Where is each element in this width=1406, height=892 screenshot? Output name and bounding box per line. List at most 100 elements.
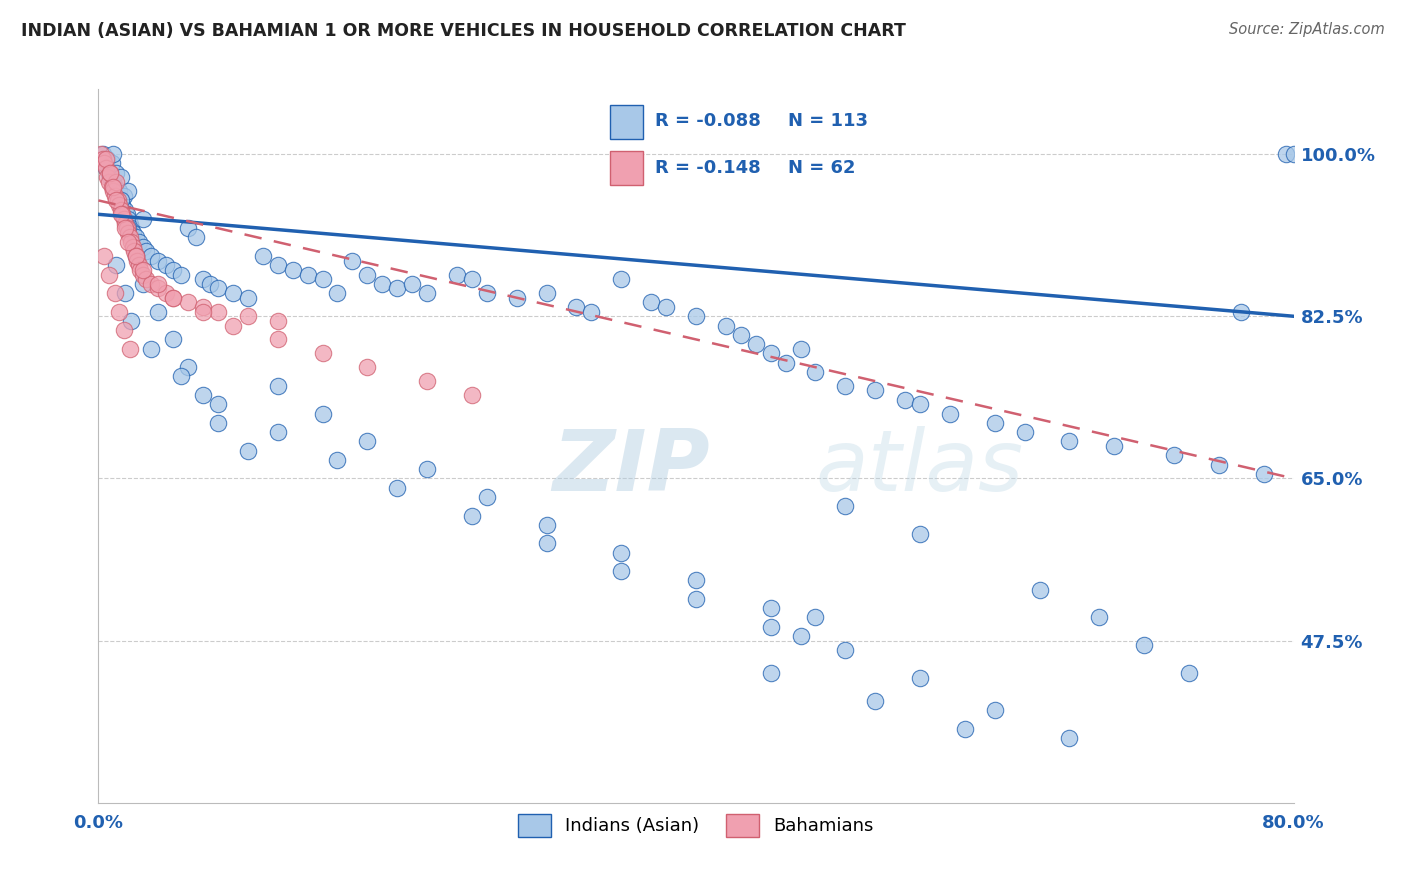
Text: N = 113: N = 113: [787, 112, 868, 130]
Point: [461, 388, 484, 402]
Point: [865, 694, 887, 708]
Point: [117, 226, 139, 240]
Point: [236, 291, 259, 305]
Point: [1104, 439, 1126, 453]
Point: [105, 194, 128, 208]
Point: [191, 388, 214, 402]
Point: [416, 286, 439, 301]
Point: [191, 272, 214, 286]
Point: [91, 152, 114, 166]
Point: [124, 244, 146, 259]
Point: [311, 346, 333, 360]
Point: [121, 226, 143, 240]
Point: [108, 198, 131, 212]
Point: [536, 286, 558, 301]
Point: [132, 211, 155, 226]
Text: R = -0.088: R = -0.088: [655, 112, 761, 130]
Point: [371, 277, 394, 291]
Point: [132, 263, 155, 277]
Point: [908, 671, 931, 685]
Point: [1163, 448, 1185, 462]
Point: [311, 272, 333, 286]
FancyBboxPatch shape: [610, 151, 643, 185]
Point: [789, 629, 811, 643]
Point: [207, 281, 229, 295]
Point: [865, 384, 887, 398]
Point: [356, 360, 378, 375]
Point: [125, 249, 148, 263]
Point: [984, 416, 1007, 430]
Text: N = 62: N = 62: [787, 159, 855, 177]
Point: [581, 304, 603, 318]
Point: [385, 481, 409, 495]
Point: [461, 272, 484, 286]
Point: [475, 286, 498, 301]
Point: [281, 263, 304, 277]
Point: [117, 221, 139, 235]
Point: [536, 536, 558, 550]
Point: [655, 300, 678, 314]
Point: [111, 198, 134, 212]
Point: [94, 152, 117, 166]
Point: [121, 240, 143, 254]
Point: [132, 268, 155, 282]
Point: [311, 407, 333, 421]
Point: [117, 211, 139, 226]
Point: [804, 610, 827, 624]
Point: [342, 253, 364, 268]
Point: [1014, 425, 1036, 439]
Point: [775, 355, 797, 369]
Point: [356, 268, 378, 282]
Point: [1059, 434, 1081, 449]
Point: [356, 434, 378, 449]
Point: [128, 235, 150, 249]
Point: [120, 235, 142, 249]
Point: [148, 281, 170, 295]
Point: [135, 272, 157, 286]
Point: [114, 221, 136, 235]
Point: [475, 490, 498, 504]
Point: [834, 500, 856, 514]
Point: [236, 310, 259, 324]
Point: [155, 258, 177, 272]
Point: [908, 397, 931, 411]
Point: [148, 253, 170, 268]
Point: [1282, 147, 1305, 161]
Point: [416, 374, 439, 388]
Point: [162, 291, 184, 305]
Point: [610, 564, 633, 578]
Point: [191, 304, 214, 318]
Point: [107, 194, 129, 208]
Point: [908, 527, 931, 541]
Text: ZIP: ZIP: [553, 425, 710, 509]
Point: [207, 416, 229, 430]
Point: [953, 722, 976, 736]
Y-axis label: 1 or more Vehicles in Household: 1 or more Vehicles in Household: [0, 312, 8, 580]
Point: [610, 272, 633, 286]
Point: [1028, 582, 1050, 597]
Point: [104, 286, 127, 301]
Point: [1275, 147, 1298, 161]
Point: [110, 202, 132, 217]
Point: [1178, 666, 1201, 681]
Point: [114, 286, 136, 301]
Point: [98, 166, 122, 180]
Point: [103, 184, 125, 198]
Point: [759, 666, 782, 681]
Point: [112, 188, 135, 202]
Point: [446, 268, 468, 282]
Point: [162, 263, 184, 277]
Point: [267, 333, 290, 347]
Point: [804, 365, 827, 379]
Point: [730, 327, 752, 342]
Point: [129, 263, 152, 277]
FancyBboxPatch shape: [610, 105, 643, 139]
Point: [222, 318, 245, 333]
Point: [1133, 638, 1156, 652]
Point: [252, 249, 274, 263]
Point: [101, 156, 124, 170]
Point: [112, 323, 135, 337]
Point: [120, 221, 142, 235]
Point: [110, 194, 132, 208]
Point: [191, 300, 214, 314]
